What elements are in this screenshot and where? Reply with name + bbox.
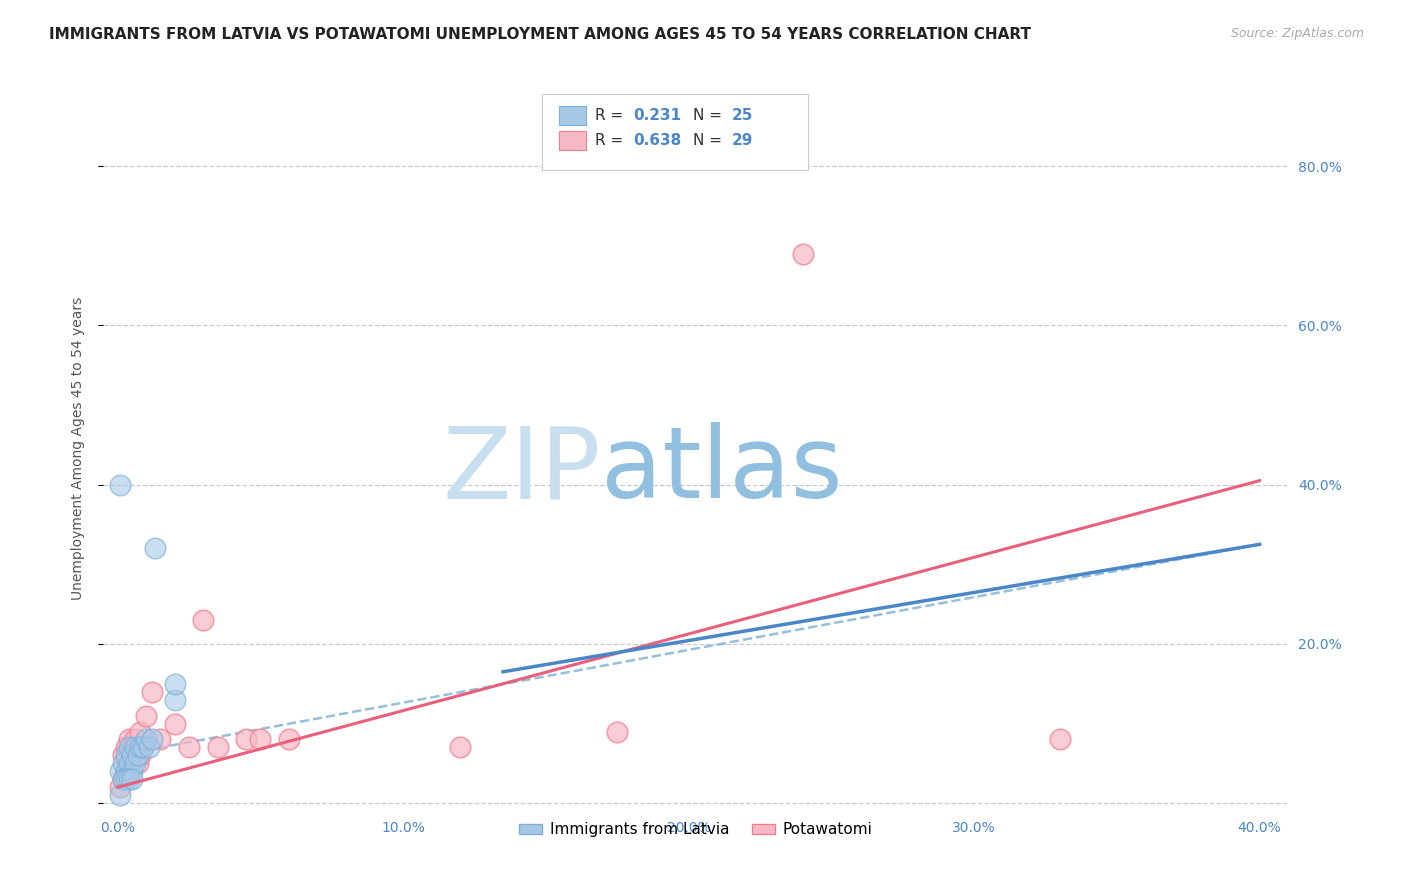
- Point: [121, 740, 143, 755]
- FancyBboxPatch shape: [560, 131, 585, 150]
- Text: 0.638: 0.638: [633, 133, 681, 148]
- Point: [115, 748, 138, 763]
- Point: [177, 740, 200, 755]
- Point: [132, 740, 155, 755]
- Text: ZIP: ZIP: [443, 422, 600, 519]
- Text: N =: N =: [693, 133, 727, 148]
- Point: [141, 732, 163, 747]
- Point: [149, 732, 172, 747]
- Text: IMMIGRANTS FROM LATVIA VS POTAWATOMI UNEMPLOYMENT AMONG AGES 45 TO 54 YEARS CORR: IMMIGRANTS FROM LATVIA VS POTAWATOMI UNE…: [49, 27, 1031, 42]
- Point: [121, 764, 143, 779]
- Point: [115, 764, 138, 779]
- Point: [449, 740, 471, 755]
- Point: [118, 764, 141, 779]
- Point: [127, 748, 149, 763]
- Point: [121, 756, 143, 771]
- Point: [112, 772, 135, 787]
- Point: [127, 756, 149, 771]
- Point: [115, 772, 138, 787]
- Point: [135, 732, 157, 747]
- Text: 29: 29: [731, 133, 752, 148]
- Point: [193, 613, 215, 627]
- FancyBboxPatch shape: [541, 94, 808, 169]
- Point: [163, 677, 186, 691]
- Y-axis label: Unemployment Among Ages 45 to 54 years: Unemployment Among Ages 45 to 54 years: [72, 297, 86, 600]
- Point: [792, 246, 814, 260]
- Text: N =: N =: [693, 108, 727, 123]
- Point: [277, 732, 299, 747]
- Point: [141, 684, 163, 698]
- Point: [124, 732, 146, 747]
- Point: [1049, 732, 1071, 747]
- Point: [121, 748, 143, 763]
- Point: [118, 740, 141, 755]
- Point: [112, 748, 135, 763]
- Point: [163, 692, 186, 706]
- Point: [112, 756, 135, 771]
- Point: [135, 708, 157, 723]
- Legend: Immigrants from Latvia, Potawatomi: Immigrants from Latvia, Potawatomi: [513, 816, 879, 844]
- Point: [129, 748, 152, 763]
- Point: [124, 748, 146, 763]
- Point: [124, 740, 146, 755]
- FancyBboxPatch shape: [560, 106, 585, 125]
- Point: [249, 732, 271, 747]
- Point: [138, 740, 160, 755]
- Point: [118, 772, 141, 787]
- Text: 25: 25: [731, 108, 752, 123]
- Point: [112, 772, 135, 787]
- Point: [143, 541, 166, 556]
- Point: [110, 789, 132, 803]
- Point: [132, 740, 155, 755]
- Point: [121, 772, 143, 787]
- Point: [110, 477, 132, 491]
- Text: Source: ZipAtlas.com: Source: ZipAtlas.com: [1230, 27, 1364, 40]
- Point: [118, 732, 141, 747]
- Point: [115, 764, 138, 779]
- Text: R =: R =: [595, 133, 628, 148]
- Point: [110, 780, 132, 795]
- Point: [207, 740, 229, 755]
- Point: [110, 764, 132, 779]
- Point: [124, 756, 146, 771]
- Point: [606, 724, 628, 739]
- Point: [163, 716, 186, 731]
- Point: [115, 740, 138, 755]
- Point: [118, 756, 141, 771]
- Text: R =: R =: [595, 108, 628, 123]
- Point: [235, 732, 257, 747]
- Text: 0.231: 0.231: [633, 108, 681, 123]
- Point: [129, 740, 152, 755]
- Text: atlas: atlas: [600, 422, 842, 519]
- Point: [129, 724, 152, 739]
